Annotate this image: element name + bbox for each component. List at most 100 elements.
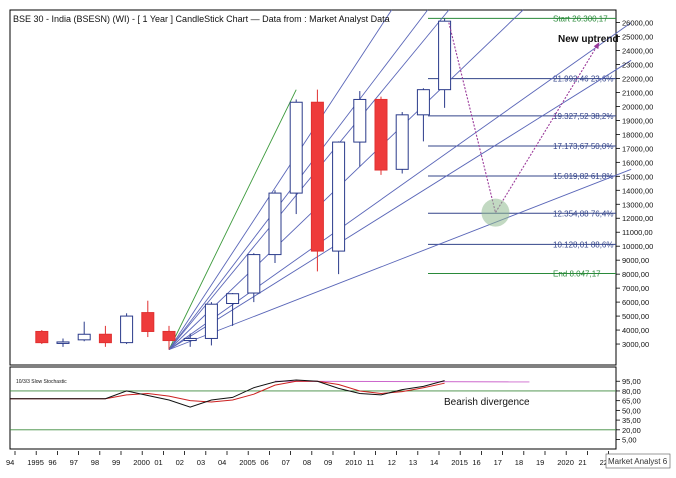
annotation-new-uptrend: New uptrend <box>558 34 619 45</box>
candle-body <box>332 141 346 252</box>
price-tick-label: 13000,00 <box>622 200 653 209</box>
projection-path <box>448 22 600 227</box>
price-tick-label: 26000,00 <box>622 19 653 28</box>
price-tick-label: 22000,00 <box>622 74 653 83</box>
price-tick-label: 6000,00 <box>622 298 649 307</box>
price-tick-label: 25000,00 <box>622 33 653 42</box>
candle-body <box>289 101 303 194</box>
candle-body <box>98 333 112 344</box>
candle-body <box>56 341 70 344</box>
candle-body <box>310 101 324 252</box>
time-tick-label: 21 <box>578 458 586 467</box>
stochastic-tick-label: 50,00 <box>622 406 641 415</box>
price-tick-label: 24000,00 <box>622 47 653 56</box>
candle-body <box>162 330 176 342</box>
time-tick-label: 09 <box>324 458 332 467</box>
price-tick-label: 19000,00 <box>622 116 653 125</box>
price-tick-label: 4000,00 <box>622 326 649 335</box>
price-tick-label: 23000,00 <box>622 61 653 70</box>
candle-body <box>120 315 134 344</box>
candle-body <box>204 303 218 339</box>
stochastic-tick-label: 20,00 <box>622 426 641 435</box>
fan-line <box>168 89 297 350</box>
candle-body <box>438 20 452 91</box>
projection-arrowhead <box>593 42 600 50</box>
candle-body <box>141 312 155 332</box>
time-axis: 94 1995 96 97 98 99 2000 01 02 03 04 2005 06 07 08 09 20… <box>6 451 609 467</box>
time-tick-label: 19 <box>536 458 544 467</box>
fib-level-label: 21.992,46 23,6% <box>553 75 614 84</box>
chart-title: BSE 30 - India (BSESN) (WI) - [ 1 Year ]… <box>13 14 390 24</box>
candle-body <box>183 337 197 342</box>
candle-body <box>268 192 282 256</box>
time-tick-label: 98 <box>91 458 99 467</box>
stochastic-k-line <box>10 379 445 408</box>
candle-body <box>353 98 367 143</box>
fib-level-label: 12.354,88 76,4% <box>553 209 614 218</box>
stochastic-tick-label: 5,00 <box>622 436 637 445</box>
time-tick-label: 2000 <box>133 458 150 467</box>
x-axis-band <box>0 451 676 478</box>
candle-body <box>226 293 240 305</box>
time-tick-label: 16 <box>472 458 480 467</box>
price-tick-label: 16000,00 <box>622 158 653 167</box>
fan-line <box>168 168 632 351</box>
stochastic-d-line <box>10 380 445 403</box>
price-tick-label: 10000,00 <box>622 242 653 251</box>
stochastic-panel-frame <box>9 366 617 450</box>
price-tick-label: 20000,00 <box>622 102 653 111</box>
fan-line <box>168 22 632 350</box>
candle-body <box>77 333 91 341</box>
price-tick-label: 3000,00 <box>622 340 649 349</box>
price-tick-label: 5000,00 <box>622 312 649 321</box>
candles <box>35 18 452 350</box>
price-tick-label: 8000,00 <box>622 270 649 279</box>
candle-body <box>247 254 261 294</box>
price-tick-label: 18000,00 <box>622 130 653 139</box>
stochastic-tick-label: 80,00 <box>622 387 641 396</box>
time-tick-label: 1995 <box>27 458 44 467</box>
stochastic-tick-label: 95,00 <box>622 377 641 386</box>
fib-level-label: 19.327,52 38,2% <box>553 112 614 121</box>
price-tick-label: 15000,00 <box>622 172 653 181</box>
time-tick-label: 06 <box>260 458 268 467</box>
price-panel-frame <box>9 9 617 366</box>
time-tick-label: 03 <box>197 458 205 467</box>
watermark: Market Analyst 6 <box>608 457 668 466</box>
candle-body <box>35 330 49 344</box>
price-tick-label: 21000,00 <box>622 88 653 97</box>
fib-level-label: 17.173,67 50,0% <box>553 142 614 151</box>
time-tick-label: 18 <box>515 458 523 467</box>
time-tick-label: 94 <box>6 458 14 467</box>
time-tick-label: 13 <box>409 458 417 467</box>
time-tick-label: 17 <box>494 458 502 467</box>
time-tick-label: 99 <box>112 458 120 467</box>
time-tick-label: 22 <box>600 458 608 467</box>
candle-body <box>374 98 388 171</box>
stochastic-tick-label: 65,00 <box>622 397 641 406</box>
candle-body <box>416 89 430 116</box>
price-tick-label: 12000,00 <box>622 214 653 223</box>
time-tick-label: 01 <box>154 458 162 467</box>
fan-lines <box>168 9 632 351</box>
time-tick-label: 2020 <box>557 458 574 467</box>
price-tick-label: 7000,00 <box>622 284 649 293</box>
price-tick-label: 9000,00 <box>622 256 649 265</box>
time-tick-label: 14 <box>430 458 438 467</box>
price-axis: 26000,00 25000,00 24000,00 23000,00 22000,00… <box>616 19 653 349</box>
watermark-box <box>605 453 671 469</box>
price-tick-label: 17000,00 <box>622 144 653 153</box>
time-tick-label: 02 <box>176 458 184 467</box>
fan-line <box>168 9 524 350</box>
candle-body <box>395 114 409 170</box>
target-circle <box>481 198 510 227</box>
time-tick-label: 2010 <box>345 458 362 467</box>
fan-line <box>168 9 392 350</box>
stochastic-label: 10/3/3 Slow Stochastic <box>16 379 67 385</box>
fibonacci-levels: Start 26.300,17 21.992,46 23,6% 19.327,52 … <box>428 14 616 278</box>
fan-line <box>168 59 632 351</box>
time-tick-label: 07 <box>282 458 290 467</box>
time-tick-label: 04 <box>218 458 226 467</box>
